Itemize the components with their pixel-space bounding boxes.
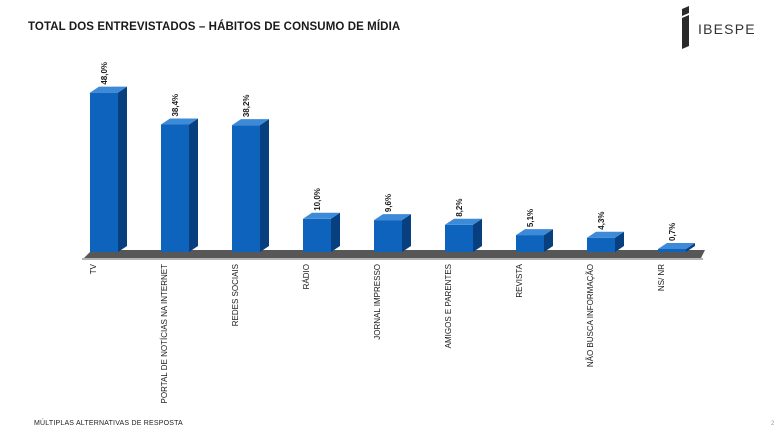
value-label-9: 0,7%: [667, 215, 678, 242]
value-label-3: 38,2%: [241, 91, 252, 119]
svg-text:8,2%: 8,2%: [455, 199, 464, 217]
value-label-8: 4,3%: [596, 203, 607, 231]
svg-text:AMIGOS E PARENTES: AMIGOS E PARENTES: [444, 264, 453, 348]
chart-title: TOTAL DOS ENTREVISTADOS – HÁBITOS DE CON…: [28, 21, 401, 33]
category-label-6: AMIGOS E PARENTES: [444, 264, 453, 348]
bar-side-3: [260, 119, 269, 253]
bar-side-7: [544, 229, 553, 252]
bar-1: [90, 92, 118, 252]
svg-text:REVISTA: REVISTA: [515, 263, 524, 297]
bar-side-4: [331, 212, 340, 252]
bar-side-1: [118, 86, 127, 252]
bar-3: [232, 125, 260, 252]
footer-note: MÚLTIPLAS ALTERNATIVAS DE RESPOSTA: [34, 420, 183, 427]
logo-mark-icon: [682, 6, 689, 49]
bar-top-9: [658, 243, 695, 249]
bar-side-6: [473, 218, 482, 252]
logo-text: IBESPE: [698, 21, 756, 37]
bar-top-1: [90, 86, 127, 93]
value-label-1: 48,0%: [99, 58, 110, 86]
value-label-4: 10,0%: [312, 184, 323, 212]
category-label-4: RÁDIO: [302, 264, 311, 289]
bar-8: [587, 237, 615, 252]
bar-4: [303, 218, 331, 252]
svg-text:0,7%: 0,7%: [668, 223, 677, 241]
category-label-5: JORNAL IMPRESSO: [373, 264, 382, 340]
svg-text:JORNAL IMPRESSO: JORNAL IMPRESSO: [373, 264, 382, 340]
page-number: 2: [771, 421, 775, 427]
bar-top-2: [161, 118, 198, 125]
category-label-9: NS/ NR: [657, 264, 666, 291]
category-label-3: REDES SOCIAIS: [231, 264, 240, 326]
svg-text:TV: TV: [89, 263, 98, 274]
bar-9: [658, 249, 686, 252]
bar-top-6: [445, 218, 482, 225]
category-label-7: REVISTA: [515, 263, 524, 297]
svg-text:NÃO BUSCA INFORMAÇÃO: NÃO BUSCA INFORMAÇÃO: [586, 264, 595, 367]
svg-text:5,1%: 5,1%: [526, 209, 535, 227]
svg-text:NS/ NR: NS/ NR: [657, 264, 666, 291]
bar-top-8: [587, 231, 624, 238]
value-label-5: 9,6%: [383, 186, 394, 214]
svg-text:10,0%: 10,0%: [313, 188, 322, 211]
category-label-8: NÃO BUSCA INFORMAÇÃO: [586, 264, 595, 367]
bar-top-7: [516, 229, 553, 236]
bar-7: [516, 235, 544, 252]
svg-text:38,4%: 38,4%: [171, 94, 180, 117]
bar-side-8: [615, 231, 624, 252]
value-label-2: 38,4%: [170, 90, 181, 118]
bar-2: [161, 124, 189, 252]
value-label-6: 8,2%: [454, 190, 465, 218]
svg-text:48,0%: 48,0%: [100, 62, 109, 85]
svg-text:38,2%: 38,2%: [242, 94, 251, 117]
svg-text:4,3%: 4,3%: [597, 211, 606, 229]
ibespe-logo: IBESPE: [676, 6, 766, 50]
bar-side-9: [686, 243, 695, 252]
category-label-1: TV: [89, 263, 98, 274]
bar-5: [374, 220, 402, 252]
bar-top-4: [303, 212, 340, 219]
bar-top-5: [374, 214, 411, 221]
category-label-2: PORTAL DE NOTÍCIAS NA INTERNET: [160, 264, 169, 404]
svg-text:9,6%: 9,6%: [384, 194, 393, 212]
bar-6: [445, 224, 473, 252]
bar-side-2: [189, 118, 198, 253]
svg-text:PORTAL DE NOTÍCIAS NA INTERNET: PORTAL DE NOTÍCIAS NA INTERNET: [160, 264, 169, 404]
value-label-7: 5,1%: [525, 201, 536, 229]
bar-top-3: [232, 119, 269, 126]
svg-text:RÁDIO: RÁDIO: [302, 264, 311, 289]
svg-text:REDES SOCIAIS: REDES SOCIAIS: [231, 264, 240, 326]
bar-side-5: [402, 214, 411, 252]
